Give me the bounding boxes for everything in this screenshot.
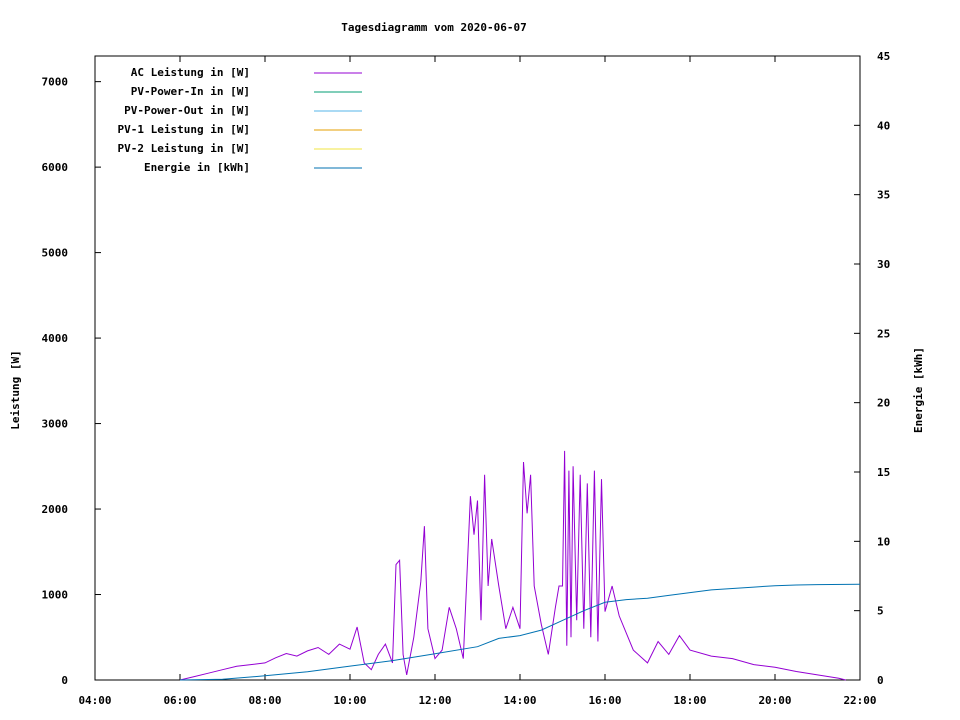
y-tick-label: 5000 xyxy=(42,247,69,260)
x-tick-label: 10:00 xyxy=(333,694,366,707)
x-tick-label: 14:00 xyxy=(503,694,536,707)
x-tick-label: 16:00 xyxy=(588,694,621,707)
legend-label: PV-1 Leistung in [W] xyxy=(118,123,250,136)
y2-tick-label: 15 xyxy=(877,466,890,479)
x-tick-label: 12:00 xyxy=(418,694,451,707)
y-axis-label: Leistung [W] xyxy=(9,350,22,429)
legend: AC Leistung in [W] PV-Power-In in [W] PV-P… xyxy=(118,66,362,174)
y-tick-label: 3000 xyxy=(42,418,69,431)
legend-label: PV-Power-In in [W] xyxy=(131,85,250,98)
x-tick-label: 06:00 xyxy=(163,694,196,707)
y2-axis-label: Energie [kWh] xyxy=(912,347,925,433)
y-tick-label: 6000 xyxy=(42,161,69,174)
x-tick-label: 04:00 xyxy=(78,694,111,707)
x-tick-label: 20:00 xyxy=(758,694,791,707)
legend-label: AC Leistung in [W] xyxy=(131,66,250,79)
x-tick-label: 22:00 xyxy=(843,694,876,707)
y-tick-label: 1000 xyxy=(42,589,69,602)
y2-tick-label: 35 xyxy=(877,189,890,202)
legend-label: PV-2 Leistung in [W] xyxy=(118,142,250,155)
axis-ticks: 04:00 06:00 08:00 10:00 12:00 14:00 16:00 18:00… xyxy=(42,50,891,707)
y-tick-label: 0 xyxy=(61,674,68,687)
series-layer xyxy=(179,450,861,681)
y2-tick-label: 40 xyxy=(877,119,890,132)
y2-tick-label: 20 xyxy=(877,397,890,410)
y2-tick-label: 0 xyxy=(877,674,884,687)
legend-label: PV-Power-Out in [W] xyxy=(124,104,250,117)
x-tick-label: 18:00 xyxy=(673,694,706,707)
y-tick-label: 4000 xyxy=(42,332,69,345)
y2-tick-label: 10 xyxy=(877,535,890,548)
series-line-0 xyxy=(179,450,846,681)
series-line-5 xyxy=(179,583,861,681)
y2-tick-label: 5 xyxy=(877,605,884,618)
y-tick-label: 2000 xyxy=(42,503,69,516)
legend-label: Energie in [kWh] xyxy=(144,161,250,174)
y2-tick-label: 25 xyxy=(877,327,890,340)
y2-tick-label: 45 xyxy=(877,50,890,63)
chart-title: Tagesdiagramm vom 2020-06-07 xyxy=(341,21,526,34)
y-tick-label: 7000 xyxy=(42,76,69,89)
y2-tick-label: 30 xyxy=(877,258,890,271)
plot-frame xyxy=(94,55,861,681)
x-tick-label: 08:00 xyxy=(248,694,281,707)
